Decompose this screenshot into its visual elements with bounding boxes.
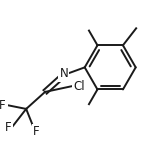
Text: F: F — [0, 99, 6, 112]
Text: Cl: Cl — [73, 80, 85, 93]
Text: F: F — [33, 125, 40, 138]
Text: N: N — [60, 68, 68, 81]
Text: F: F — [5, 121, 12, 134]
